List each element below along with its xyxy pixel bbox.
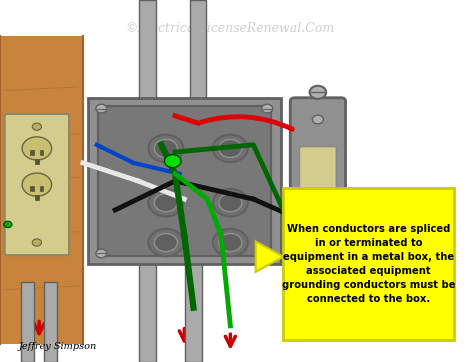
Circle shape <box>32 239 41 246</box>
FancyBboxPatch shape <box>40 150 43 155</box>
Text: When conductors are spliced
in or terminated to
equipment in a metal box, the
as: When conductors are spliced in or termin… <box>282 224 456 304</box>
Circle shape <box>32 123 41 130</box>
Circle shape <box>148 189 183 216</box>
FancyBboxPatch shape <box>0 36 83 344</box>
Circle shape <box>96 104 107 113</box>
FancyBboxPatch shape <box>190 0 206 101</box>
Polygon shape <box>255 241 283 272</box>
Text: ©ElectricalLicenseRenewal.Com: ©ElectricalLicenseRenewal.Com <box>126 22 335 35</box>
Circle shape <box>148 229 183 256</box>
FancyBboxPatch shape <box>35 195 39 200</box>
FancyBboxPatch shape <box>44 282 57 362</box>
FancyBboxPatch shape <box>5 114 69 255</box>
FancyBboxPatch shape <box>185 253 202 362</box>
Text: Jeffrey Simpson: Jeffrey Simpson <box>18 342 97 351</box>
Circle shape <box>310 86 326 99</box>
Circle shape <box>213 229 248 256</box>
Circle shape <box>262 249 273 258</box>
FancyBboxPatch shape <box>98 106 271 256</box>
Circle shape <box>219 233 242 252</box>
FancyBboxPatch shape <box>40 186 43 191</box>
Circle shape <box>310 270 326 283</box>
FancyBboxPatch shape <box>290 98 346 272</box>
Circle shape <box>219 194 242 212</box>
Circle shape <box>148 135 183 162</box>
FancyBboxPatch shape <box>139 0 156 101</box>
Circle shape <box>155 139 177 157</box>
FancyBboxPatch shape <box>35 159 39 164</box>
Circle shape <box>312 245 323 254</box>
FancyBboxPatch shape <box>30 150 34 155</box>
Circle shape <box>262 104 273 113</box>
FancyBboxPatch shape <box>283 188 454 340</box>
Circle shape <box>164 155 181 168</box>
FancyBboxPatch shape <box>300 147 337 226</box>
Circle shape <box>4 221 12 228</box>
Circle shape <box>213 135 248 162</box>
FancyBboxPatch shape <box>88 98 281 264</box>
FancyBboxPatch shape <box>139 253 156 362</box>
Circle shape <box>22 173 52 196</box>
Circle shape <box>312 115 323 124</box>
FancyBboxPatch shape <box>30 186 34 191</box>
Circle shape <box>155 194 177 212</box>
Circle shape <box>219 139 242 157</box>
Circle shape <box>341 221 350 228</box>
FancyBboxPatch shape <box>21 282 34 362</box>
Circle shape <box>22 137 52 160</box>
Circle shape <box>96 249 107 258</box>
Circle shape <box>155 233 177 252</box>
Circle shape <box>213 189 248 216</box>
